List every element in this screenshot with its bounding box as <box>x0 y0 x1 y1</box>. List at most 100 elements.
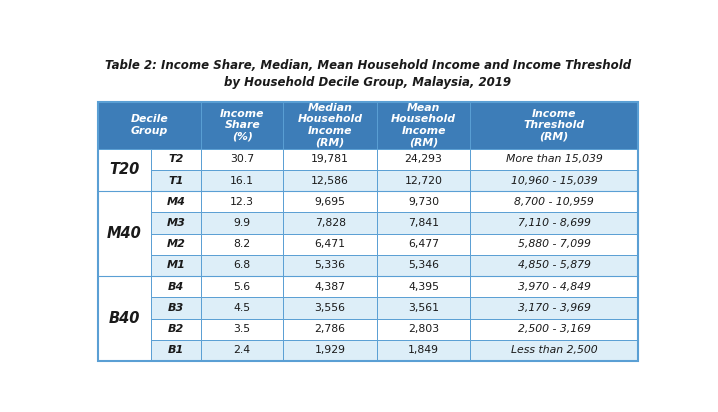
Text: 5,336: 5,336 <box>314 260 345 270</box>
Text: 1,849: 1,849 <box>408 345 439 356</box>
FancyBboxPatch shape <box>201 149 284 170</box>
FancyBboxPatch shape <box>470 149 638 170</box>
FancyBboxPatch shape <box>284 191 377 213</box>
Text: 4,850 - 5,879: 4,850 - 5,879 <box>518 260 590 270</box>
FancyBboxPatch shape <box>98 102 201 149</box>
Text: 19,781: 19,781 <box>311 154 349 164</box>
FancyBboxPatch shape <box>151 255 201 276</box>
FancyBboxPatch shape <box>201 102 284 149</box>
FancyBboxPatch shape <box>151 170 201 191</box>
FancyBboxPatch shape <box>470 318 638 340</box>
FancyBboxPatch shape <box>284 318 377 340</box>
Text: B1: B1 <box>168 345 184 356</box>
Text: 6,471: 6,471 <box>314 239 345 249</box>
FancyBboxPatch shape <box>377 149 470 170</box>
FancyBboxPatch shape <box>470 213 638 234</box>
Text: 6,477: 6,477 <box>408 239 439 249</box>
Text: 9,695: 9,695 <box>314 197 345 207</box>
FancyBboxPatch shape <box>377 297 470 318</box>
Text: Income
Share
(%): Income Share (%) <box>220 109 264 142</box>
FancyBboxPatch shape <box>284 297 377 318</box>
Text: Median
Household
Income
(RM): Median Household Income (RM) <box>298 103 363 147</box>
Text: 1,929: 1,929 <box>314 345 345 356</box>
Text: M1: M1 <box>167 260 185 270</box>
FancyBboxPatch shape <box>377 340 470 361</box>
Text: 12,586: 12,586 <box>311 176 349 185</box>
Text: Mean
Household
Income
(RM): Mean Household Income (RM) <box>391 103 456 147</box>
Text: 4,395: 4,395 <box>408 282 439 292</box>
FancyBboxPatch shape <box>470 191 638 213</box>
FancyBboxPatch shape <box>377 170 470 191</box>
FancyBboxPatch shape <box>284 234 377 255</box>
Text: 8.2: 8.2 <box>233 239 251 249</box>
FancyBboxPatch shape <box>201 191 284 213</box>
FancyBboxPatch shape <box>151 213 201 234</box>
Text: 7,828: 7,828 <box>314 218 345 228</box>
Text: T2: T2 <box>168 154 184 164</box>
FancyBboxPatch shape <box>151 340 201 361</box>
Text: 4,387: 4,387 <box>314 282 345 292</box>
Text: 10,960 - 15,039: 10,960 - 15,039 <box>510 176 597 185</box>
Text: T20: T20 <box>109 162 140 178</box>
FancyBboxPatch shape <box>284 255 377 276</box>
Text: 5,880 - 7,099: 5,880 - 7,099 <box>518 239 590 249</box>
Text: T1: T1 <box>168 176 184 185</box>
Text: M4: M4 <box>167 197 185 207</box>
FancyBboxPatch shape <box>470 170 638 191</box>
Text: 24,293: 24,293 <box>405 154 442 164</box>
FancyBboxPatch shape <box>284 102 377 149</box>
Text: M3: M3 <box>167 218 185 228</box>
Text: Less than 2,500: Less than 2,500 <box>510 345 597 356</box>
Text: B2: B2 <box>168 324 184 334</box>
Text: B4: B4 <box>168 282 184 292</box>
Text: 2,803: 2,803 <box>408 324 439 334</box>
FancyBboxPatch shape <box>201 297 284 318</box>
FancyBboxPatch shape <box>377 213 470 234</box>
Text: More than 15,039: More than 15,039 <box>505 154 602 164</box>
FancyBboxPatch shape <box>151 276 201 297</box>
Text: 3,556: 3,556 <box>314 303 345 313</box>
FancyBboxPatch shape <box>151 297 201 318</box>
Text: 3,970 - 4,849: 3,970 - 4,849 <box>518 282 590 292</box>
FancyBboxPatch shape <box>151 234 201 255</box>
FancyBboxPatch shape <box>470 102 638 149</box>
Text: 30.7: 30.7 <box>230 154 254 164</box>
FancyBboxPatch shape <box>151 191 201 213</box>
Text: 7,841: 7,841 <box>408 218 439 228</box>
FancyBboxPatch shape <box>201 276 284 297</box>
Text: 3,170 - 3,969: 3,170 - 3,969 <box>518 303 590 313</box>
FancyBboxPatch shape <box>377 191 470 213</box>
Text: Income
Threshold
(RM): Income Threshold (RM) <box>523 109 584 142</box>
FancyBboxPatch shape <box>98 149 151 191</box>
Text: 16.1: 16.1 <box>230 176 254 185</box>
Text: 5,346: 5,346 <box>408 260 439 270</box>
FancyBboxPatch shape <box>151 149 201 170</box>
FancyBboxPatch shape <box>98 191 151 276</box>
FancyBboxPatch shape <box>284 170 377 191</box>
FancyBboxPatch shape <box>284 149 377 170</box>
FancyBboxPatch shape <box>98 276 151 361</box>
FancyBboxPatch shape <box>284 340 377 361</box>
FancyBboxPatch shape <box>470 297 638 318</box>
Text: M40: M40 <box>107 226 142 241</box>
FancyBboxPatch shape <box>201 170 284 191</box>
Text: 9,730: 9,730 <box>408 197 439 207</box>
Text: 2,786: 2,786 <box>314 324 345 334</box>
FancyBboxPatch shape <box>470 234 638 255</box>
FancyBboxPatch shape <box>377 276 470 297</box>
Text: M2: M2 <box>167 239 185 249</box>
FancyBboxPatch shape <box>201 340 284 361</box>
Text: 8,700 - 10,959: 8,700 - 10,959 <box>514 197 594 207</box>
FancyBboxPatch shape <box>377 255 470 276</box>
Text: 5.6: 5.6 <box>233 282 251 292</box>
Text: 9.9: 9.9 <box>233 218 251 228</box>
FancyBboxPatch shape <box>201 234 284 255</box>
Text: by Household Decile Group, Malaysia, 2019: by Household Decile Group, Malaysia, 201… <box>225 76 511 89</box>
Text: 12,720: 12,720 <box>405 176 442 185</box>
FancyBboxPatch shape <box>470 340 638 361</box>
Text: 6.8: 6.8 <box>233 260 251 270</box>
FancyBboxPatch shape <box>470 255 638 276</box>
FancyBboxPatch shape <box>151 318 201 340</box>
FancyBboxPatch shape <box>470 276 638 297</box>
FancyBboxPatch shape <box>377 234 470 255</box>
